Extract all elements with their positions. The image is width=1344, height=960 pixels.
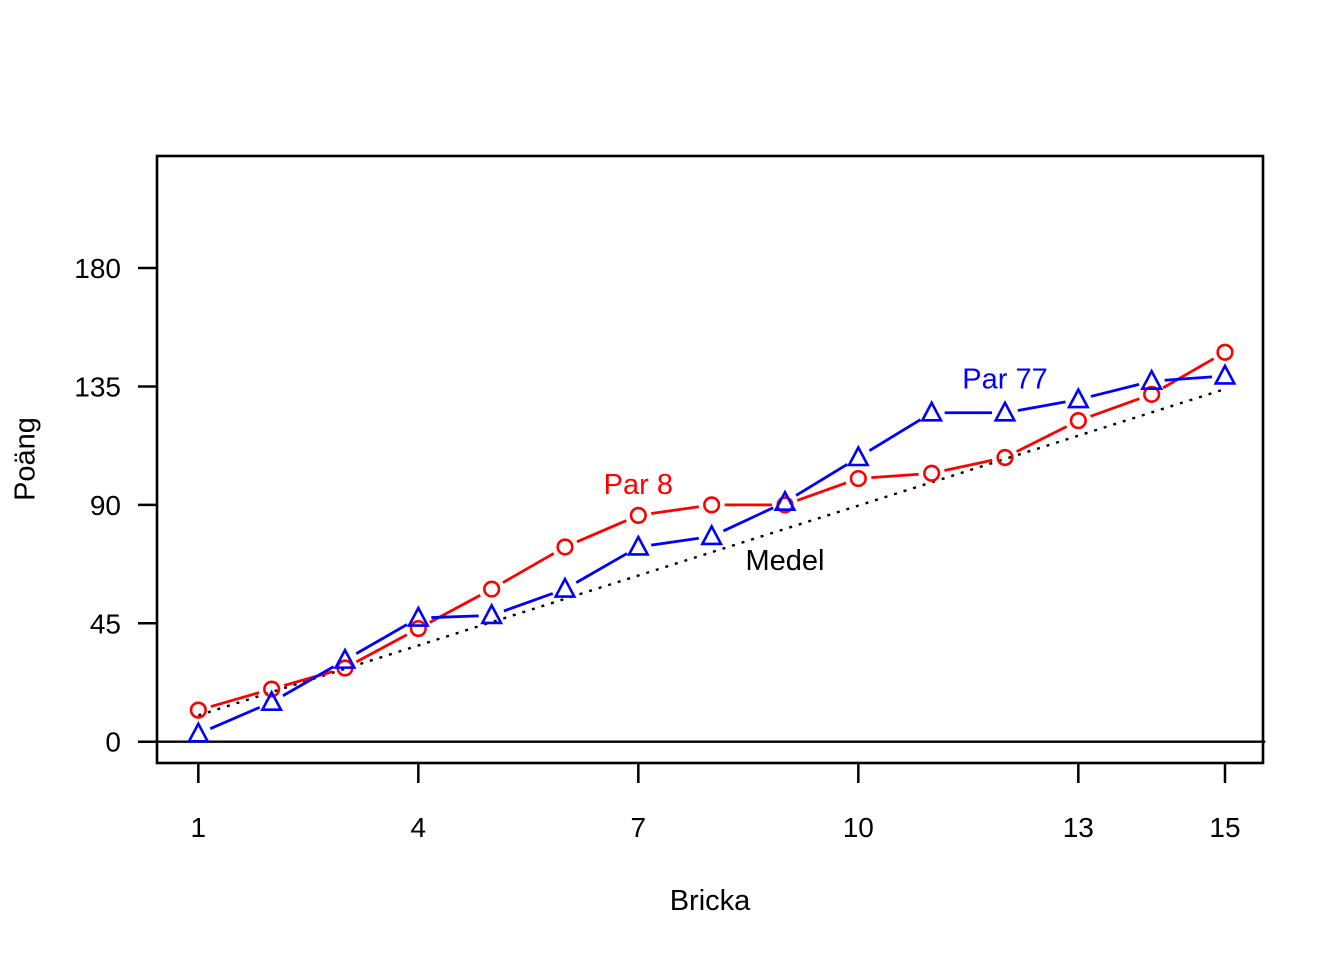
x-axis-tick-label: 1 (191, 812, 207, 843)
series-line-par-77 (575, 552, 628, 584)
series-line-par-77 (868, 418, 922, 452)
series-line-par-77 (1017, 400, 1066, 412)
marker-triangle-par-77 (773, 489, 797, 512)
marker-triangle-par-77 (186, 721, 210, 743)
series-line-par-8 (355, 633, 408, 664)
y-axis-tick-label: 45 (90, 608, 121, 639)
marker-triangle-par-77 (1140, 368, 1164, 390)
marker-circle-par-8 (629, 506, 647, 524)
marker-triangle-par-77 (333, 647, 357, 669)
plot-box (155, 154, 1265, 765)
series-line-par-77 (355, 623, 408, 655)
marker-triangle-par-77 (1213, 363, 1237, 385)
series-line-par-8 (283, 670, 333, 687)
x-axis-tick-label: 7 (631, 812, 647, 843)
marker-circle-par-8 (923, 464, 941, 482)
marker-circle-par-8 (703, 496, 721, 514)
series-line-par-8 (502, 552, 555, 584)
marker-triangle-par-77 (700, 523, 724, 546)
series-line-par-8 (1090, 397, 1140, 418)
marker-circle-par-8 (1069, 412, 1087, 430)
marker-triangle-par-77 (1066, 386, 1090, 409)
series-line-par-77 (282, 665, 335, 697)
marker-circle-par-8 (996, 448, 1014, 467)
marker-circle-par-8 (483, 580, 501, 598)
marker-triangle-par-77 (553, 576, 577, 598)
marker-circle-par-8 (1216, 343, 1234, 361)
marker-triangle-par-77 (480, 602, 504, 625)
series-line-par-77 (795, 463, 848, 497)
marker-triangle-par-77 (846, 444, 870, 467)
series-line-par-77 (1164, 375, 1213, 382)
series-line-par-77 (431, 614, 479, 619)
marker-circle-par-8 (189, 701, 207, 719)
marker-triangle-par-77 (626, 534, 650, 556)
y-axis-tick-label: 180 (74, 253, 121, 284)
series-line-par-8 (871, 472, 919, 480)
x-axis-tick-label: 15 (1209, 812, 1240, 843)
series-line-par-8 (210, 691, 260, 708)
x-axis-tick-label: 4 (411, 812, 427, 843)
series-line-par-77 (1090, 382, 1140, 398)
series-line-par-8 (650, 505, 699, 515)
series-line-par-8 (1015, 425, 1068, 453)
x-axis-tick-label: 10 (843, 812, 874, 843)
marker-circle-par-8 (849, 469, 867, 488)
marker-circle-par-8 (556, 538, 574, 556)
series-label-par-77: Par 77 (962, 364, 1047, 396)
series-line-par-77 (722, 506, 774, 533)
marker-triangle-par-77 (920, 399, 944, 422)
series-line-par-77 (650, 536, 699, 547)
y-axis-tick-label: 0 (105, 727, 121, 758)
y-axis-tick-label: 90 (90, 490, 121, 521)
marker-triangle-par-77 (260, 689, 284, 712)
marker-triangle-par-77 (993, 399, 1017, 422)
x-axis-title: Bricka (669, 885, 751, 917)
y-axis-title: Poäng (9, 417, 42, 501)
marker-circle-par-8 (263, 680, 281, 698)
series-label-par-8: Par 8 (604, 469, 673, 501)
series-line-par-8 (576, 519, 627, 544)
marker-triangle-par-77 (406, 605, 430, 627)
series-line-par-77 (503, 592, 554, 613)
series-line-par-8 (1162, 357, 1215, 390)
series-line-par-8 (796, 481, 847, 502)
y-axis-tick-label: 135 (74, 371, 121, 402)
marker-circle-par-8 (1143, 385, 1161, 403)
x-axis-tick-label: 13 (1063, 812, 1094, 843)
marker-circle-par-8 (409, 619, 427, 638)
series-line-par-8 (944, 458, 993, 472)
medel-label: Medel (745, 545, 824, 577)
series-line-par-77 (209, 706, 261, 730)
